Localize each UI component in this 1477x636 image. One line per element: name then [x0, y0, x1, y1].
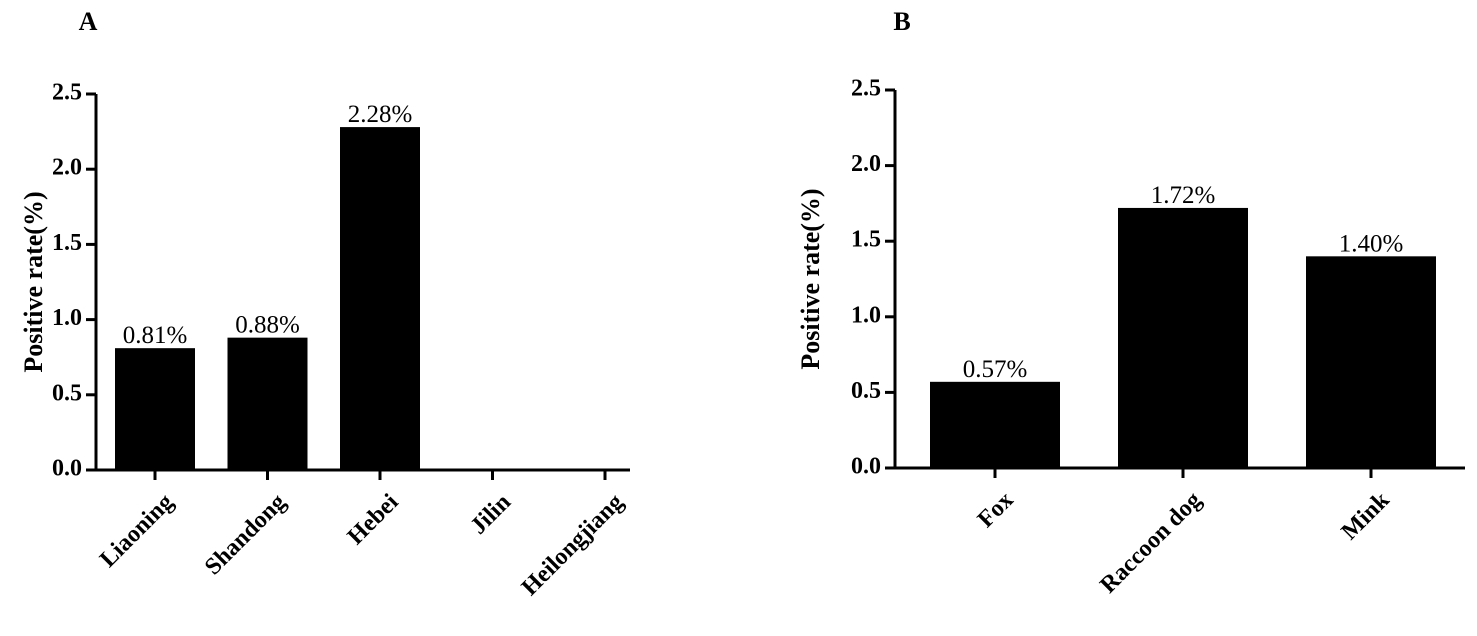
panel-label: B: [893, 7, 910, 36]
x-tick-label: Mink: [1337, 487, 1395, 545]
data-label: 2.28%: [348, 101, 413, 128]
y-tick-label: 2.0: [52, 155, 82, 181]
chart-panel-a: A Positive rate(%) 0.81% 0.88% 2.28% 0.0 0.5 1.…: [19, 7, 630, 601]
panel-label: A: [79, 7, 98, 36]
y-tick-label: 1.5: [851, 227, 881, 253]
data-label: 0.88%: [235, 312, 300, 339]
x-tick-label: Heilongjiang: [517, 489, 629, 601]
x-tick-label: Jilin: [466, 489, 516, 539]
bar-liaoning: [115, 348, 195, 470]
y-axis-label: Positive rate(%): [796, 188, 825, 369]
bar-hebei: [340, 127, 420, 470]
y-tick-label: 1.5: [52, 230, 82, 256]
x-tick-label: Liaoning: [95, 489, 178, 572]
y-tick-label: 2.5: [851, 76, 881, 102]
y-tick-label: 2.5: [52, 80, 82, 106]
bar-mink: [1306, 256, 1436, 468]
x-tick-label: Fox: [973, 487, 1019, 533]
bar-fox: [930, 381, 1060, 468]
data-label: 1.72%: [1151, 182, 1216, 209]
y-tick-label: 1.0: [52, 305, 82, 331]
x-tick-label: Hebei: [343, 489, 404, 550]
y-axis-label: Positive rate(%): [19, 191, 48, 372]
y-tick-label: 2.0: [851, 151, 881, 177]
x-tick-label: Raccoon dog: [1095, 487, 1206, 598]
y-tick-label: 0.5: [851, 378, 881, 404]
y-tick-label: 1.0: [851, 302, 881, 328]
y-tick-label: 0.0: [851, 454, 881, 480]
x-tick-label: Shandong: [200, 489, 291, 580]
data-label: 0.57%: [963, 356, 1028, 383]
bar-shandong: [227, 337, 308, 470]
y-tick-label: 0.0: [52, 456, 82, 482]
chart-panel-b: B Positive rate(%) 0.57% 1.72% 1.40% 0.0 0.5 1.…: [796, 7, 1465, 598]
y-tick-label: 0.5: [52, 380, 82, 406]
bar-raccoon-dog: [1118, 207, 1248, 468]
data-label: 1.40%: [1339, 230, 1404, 257]
data-label: 0.81%: [123, 322, 188, 349]
